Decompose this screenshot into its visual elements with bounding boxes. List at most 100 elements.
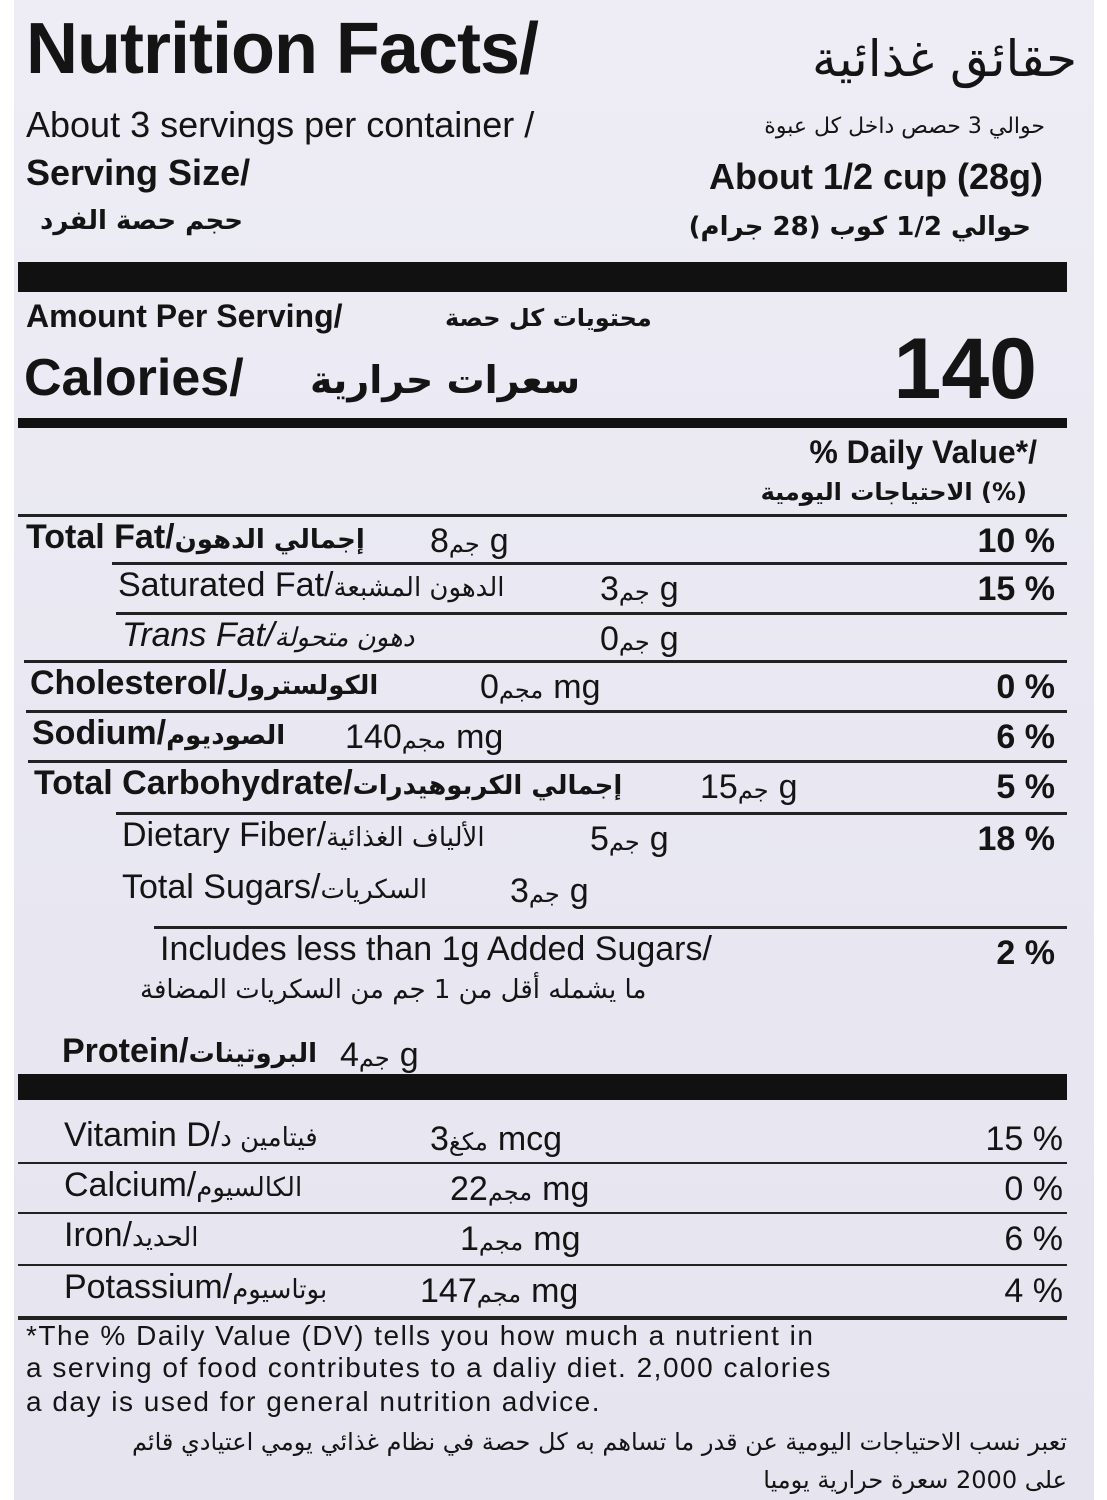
nutrient-amount: جم15g	[700, 768, 798, 807]
nutrient-name-english: Protein/	[62, 1032, 189, 1070]
nutrient-amount-value: 8g	[430, 522, 509, 560]
nutrient-name: Cholesterol/الكولسترول	[30, 664, 378, 703]
nutrient-row: Trans Fat/دهون متحولة جم0g	[0, 616, 1107, 666]
nutrient-name: Protein/البروتينات	[62, 1032, 317, 1071]
nutrient-name-arabic: البروتينات	[188, 1039, 318, 1069]
nutrient-name-english: Sodium/	[32, 714, 167, 752]
nutrient-amount: جم4g	[340, 1036, 419, 1075]
nutrient-unit-arabic: جم	[608, 828, 640, 856]
nutrient-amount-value: 0mg	[480, 668, 601, 706]
divider	[18, 1264, 1067, 1266]
vitamin-amount: مجم147mg	[420, 1272, 578, 1311]
nutrient-amount-value: 3g	[600, 570, 679, 608]
footnote-arabic-line: على 2000 سعرة حرارية يوميا	[763, 1466, 1067, 1494]
nutrient-name-arabic: ما يشمله أقل من 1 جم من السكريات المضافة	[140, 975, 647, 1005]
nutrient-daily-value: 18 %	[977, 820, 1056, 858]
nutrient-name-english: Saturated Fat/	[118, 566, 334, 604]
nutrient-daily-value: 5 %	[996, 768, 1055, 806]
calories-label: Calories/	[24, 349, 244, 407]
thick-divider	[18, 1074, 1067, 1100]
vitamin-name-arabic: الكالسيوم	[196, 1173, 303, 1203]
medium-divider	[18, 418, 1067, 428]
nutrient-unit-arabic: جم	[448, 530, 480, 558]
vitamin-unit-arabic: مجم	[487, 1178, 533, 1206]
divider	[28, 760, 1067, 763]
footnote-arabic-line: تعبر نسب الاحتياجات اليومية عن قدر ما تس…	[131, 1428, 1067, 1456]
nutrient-name: Saturated Fat/الدهون المشبعة	[118, 566, 504, 605]
nutrient-row: Total Sugars/السكريات جم3g	[0, 868, 1107, 918]
nutrient-amount-value: 140mg	[345, 718, 504, 756]
vitamin-daily-value: 0 %	[1004, 1170, 1063, 1208]
vitamin-row: Potassium/بوتاسيوم مجم147mg 4 %	[0, 1268, 1107, 1318]
nutrient-unit-arabic: جم	[358, 1044, 390, 1072]
nutrient-row: Total Carbohydrate/إجمالي الكربوهيدرات جم…	[0, 764, 1107, 814]
nutrient-name-english: Cholesterol/	[30, 664, 227, 702]
nutrient-daily-value: 15 %	[977, 570, 1056, 608]
nutrient-unit-arabic: جم	[528, 880, 560, 908]
divider	[116, 812, 1067, 815]
nutrient-name-arabic: السكريات	[320, 875, 428, 905]
vitamin-row: Calcium/الكالسيوم مجم22mg 0 %	[0, 1166, 1107, 1216]
nutrient-row: Includes less than 1g Added Sugars/ما يش…	[0, 930, 1107, 1005]
divider	[154, 926, 1067, 929]
serving-size-value-arabic: حوالي 1/2 كوب (28 جرام)	[688, 212, 1031, 242]
nutrient-name-arabic: الصوديوم	[166, 721, 286, 751]
nutrient-daily-value: 6 %	[996, 718, 1055, 756]
nutrient-amount: جم8g	[430, 522, 509, 561]
vitamin-name-english: Iron/	[64, 1216, 133, 1254]
divider	[18, 1316, 1067, 1320]
daily-value-header-arabic: الاحتياجات اليومية (%)	[760, 478, 1027, 506]
footnote-line: *The % Daily Value (DV) tells you how mu…	[26, 1320, 815, 1351]
footnote-line: a day is used for general nutrition advi…	[26, 1386, 602, 1417]
nutrient-name-arabic: إجمالي الدهون	[174, 525, 365, 555]
vitamin-amount: مكغ3mcg	[430, 1120, 562, 1159]
nutrient-name: Total Fat/إجمالي الدهون	[26, 518, 365, 557]
servings-per-container-arabic: حوالي 3 حصص داخل كل عبوة	[764, 114, 1045, 139]
nutrient-name-arabic: دهون متحولة	[274, 623, 415, 653]
divider	[116, 612, 1067, 615]
nutrient-name-arabic: الدهون المشبعة	[333, 573, 505, 603]
thick-divider	[18, 262, 1067, 292]
vitamin-daily-value: 4 %	[1004, 1272, 1063, 1310]
title-arabic: حقائق غذائية	[811, 30, 1077, 88]
nutrient-name-arabic: إجمالي الكربوهيدرات	[352, 771, 623, 801]
vitamin-name-arabic: فيتامين د	[220, 1123, 318, 1153]
vitamin-name: Vitamin D/فيتامين د	[64, 1116, 318, 1155]
nutrient-name-arabic: الألياف الغذائية	[326, 823, 485, 853]
nutrient-amount-value: 0g	[600, 620, 679, 658]
nutrient-name: Total Carbohydrate/إجمالي الكربوهيدرات	[34, 764, 622, 803]
vitamin-unit-arabic: مجم	[478, 1228, 524, 1256]
divider	[24, 660, 1067, 663]
nutrient-unit-arabic: جم	[618, 628, 650, 656]
nutrient-unit-arabic: جم	[737, 776, 769, 804]
nutrient-amount: جم5g	[590, 820, 669, 859]
nutrient-name: Dietary Fiber/الألياف الغذائية	[122, 816, 485, 855]
vitamin-daily-value: 15 %	[985, 1120, 1064, 1158]
nutrient-daily-value: 10 %	[977, 522, 1056, 560]
vitamin-name-english: Calcium/	[64, 1166, 197, 1204]
serving-size-value: About 1/2 cup (28g)	[708, 156, 1043, 197]
divider	[18, 1212, 1067, 1214]
nutrient-amount: جم3g	[600, 570, 679, 609]
nutrient-name-english: Total Carbohydrate/	[34, 764, 353, 802]
nutrient-unit-arabic: جم	[618, 578, 650, 606]
vitamin-unit-arabic: مجم	[476, 1280, 522, 1308]
nutrient-name-english: Total Fat/	[26, 518, 175, 556]
amount-per-serving: Amount Per Serving/	[26, 298, 343, 334]
nutrient-amount: جم3g	[510, 872, 589, 911]
nutrient-amount-value: 15g	[700, 768, 798, 806]
nutrient-unit-arabic: مجم	[401, 726, 447, 754]
vitamin-amount-value: 3mcg	[430, 1120, 563, 1158]
amount-per-serving-arabic: محتويات كل حصة	[445, 304, 652, 332]
nutrient-row: Sodium/الصوديوم مجم140mg 6 %	[0, 714, 1107, 764]
title: Nutrition Facts/	[26, 9, 539, 89]
vitamin-amount-value: 147mg	[420, 1272, 579, 1310]
nutrient-row: Cholesterol/الكولسترول مجم0mg 0 %	[0, 664, 1107, 714]
nutrient-name: Trans Fat/دهون متحولة	[122, 616, 414, 655]
nutrient-name: Sodium/الصوديوم	[32, 714, 285, 753]
vitamin-amount-value: 22mg	[450, 1170, 590, 1208]
vitamin-amount: مجم1mg	[460, 1220, 580, 1259]
nutrient-name-english: Total Sugars/	[122, 868, 321, 906]
calories-value: 140	[893, 321, 1038, 417]
nutrient-amount-value: 3g	[510, 872, 589, 910]
